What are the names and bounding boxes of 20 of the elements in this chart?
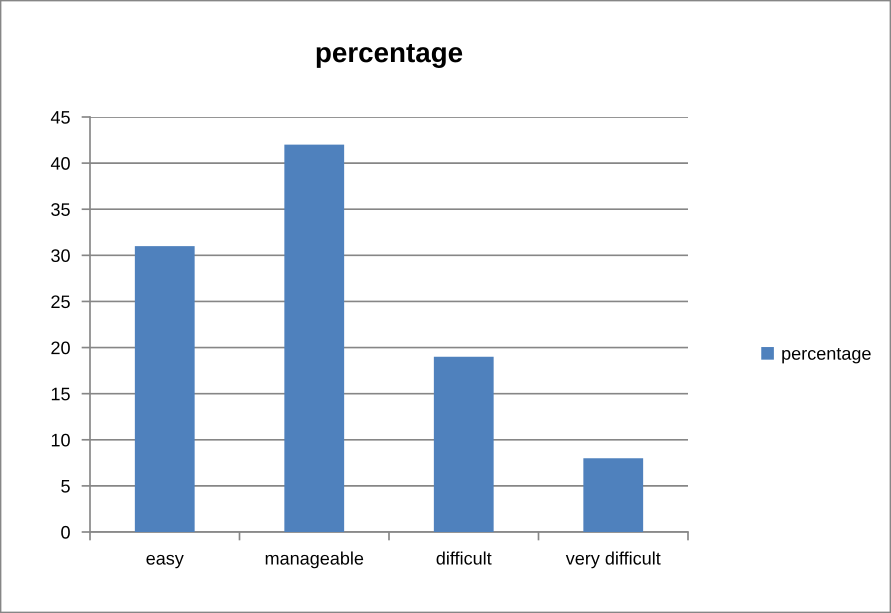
x-tick-label: very difficult: [566, 551, 661, 568]
y-tick-label: 40: [50, 157, 70, 170]
x-tick-label: manageable: [266, 551, 364, 568]
y-tick-label: 20: [51, 341, 70, 354]
x-tick-label: easy: [146, 554, 184, 568]
x-tick-label: difficult: [436, 551, 492, 565]
chart-title: percentage: [316, 44, 462, 68]
bar: [583, 458, 644, 532]
legend-label: percentage: [782, 348, 871, 364]
y-tick-label: 10: [52, 434, 70, 446]
y-tick-label: 45: [50, 111, 70, 124]
bar: [134, 246, 195, 532]
y-tick-label: 35: [51, 203, 70, 216]
y-tick-label: 30: [51, 249, 70, 262]
bar: [434, 356, 494, 532]
bar: [284, 144, 344, 532]
y-tick-label: 25: [51, 295, 70, 308]
y-tick-label: 15: [52, 388, 70, 400]
y-tick-label: 0: [61, 526, 70, 539]
y-tick-label: 5: [61, 480, 70, 493]
